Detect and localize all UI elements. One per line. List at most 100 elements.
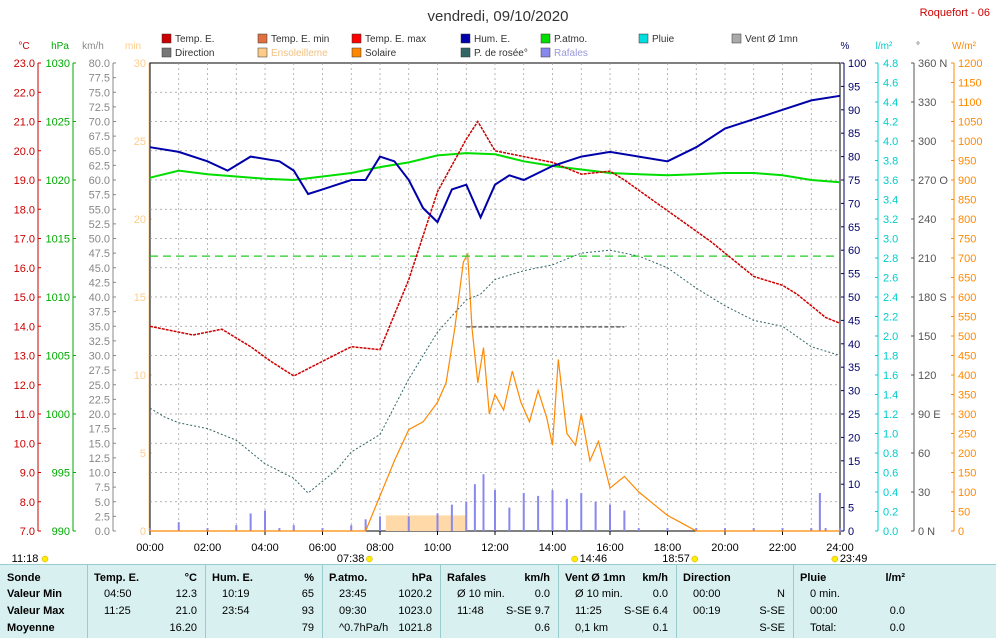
time-tick-label: 18:00: [654, 542, 682, 554]
temp-tick-label: 15.0: [14, 292, 35, 304]
hum-tick-label: 55: [848, 269, 860, 281]
series-rafales-bar: [235, 525, 238, 531]
summary-cell-sub: 11:25: [104, 605, 131, 617]
sun-tick-label: 25: [134, 136, 146, 148]
time-tick-label: 24:00: [826, 542, 854, 554]
press-tick-label: 1005: [46, 351, 70, 363]
summary-header-unit: %: [304, 572, 314, 584]
series-rafales-bar: [666, 528, 669, 531]
legend-label: Direction: [175, 48, 214, 59]
legend-label: Temp. E.: [175, 34, 214, 45]
solar-tick-label: 1200: [958, 58, 982, 70]
solar-tick-label: 350: [958, 390, 976, 402]
wind-tick-label: 72.5: [89, 102, 110, 114]
rain-tick-label: 0.2: [883, 507, 898, 519]
summary-column-divider: [205, 565, 206, 638]
hum-tick-label: 40: [848, 339, 860, 351]
series-rafales-bar: [724, 528, 726, 531]
hum-tick-label: 20: [848, 432, 860, 444]
wind-tick-label: 5.0: [95, 497, 110, 509]
time-tick-label: 10:00: [424, 542, 452, 554]
moonset-marker: [831, 555, 839, 563]
series-rafales-bar: [609, 504, 611, 531]
series-rafales-bar: [508, 507, 511, 531]
sun-tick-label: 20: [134, 214, 146, 226]
legend-label: Ensoleilleme: [271, 48, 328, 59]
rain-tick-label: 0.6: [883, 468, 898, 480]
wind-tick-label: 25.0: [89, 380, 110, 392]
legend-swatch: [460, 47, 471, 58]
wind-tick-label: 30.0: [89, 351, 110, 363]
temp-tick-label: 16.0: [14, 263, 35, 275]
wind-tick-label: 10.0: [89, 468, 110, 480]
sunrise-marker: [366, 555, 373, 563]
legend-swatch: [161, 33, 172, 44]
wind-tick-label: 52.5: [89, 219, 110, 231]
rain-tick-label: 1.2: [883, 409, 898, 421]
hum-tick-label: 60: [848, 245, 860, 257]
temp-tick-label: 11.0: [14, 409, 35, 421]
sun-tick-label: 5: [140, 448, 146, 460]
series-rafales-bar: [292, 525, 295, 531]
temp-tick-label: 9.0: [20, 468, 35, 480]
summary-cell-sub: 11:48: [457, 605, 484, 617]
dir-tick-label: 150: [918, 331, 936, 343]
hum-tick-label: 15: [848, 456, 860, 468]
hum-tick-label: 90: [848, 105, 860, 117]
dir-tick-label: 30: [918, 487, 930, 499]
solar-tick-label: 400: [958, 370, 976, 382]
series-temp-e-line: [149, 120, 841, 377]
chart-title: vendredi, 09/10/2020: [428, 8, 569, 25]
dir-tick-label: 180 S: [918, 292, 947, 304]
series-rafales-bar: [522, 492, 525, 531]
time-tick-label: 14:00: [539, 542, 567, 554]
summary-column-divider: [676, 565, 677, 638]
press-tick-label: 1015: [46, 234, 70, 246]
series-rafales-bar: [824, 528, 827, 531]
series-rafales-bar: [473, 484, 476, 531]
wind-tick-label: 77.5: [89, 73, 110, 85]
series-rafales-bar: [594, 501, 597, 531]
sun-tick-label: 30: [134, 58, 146, 70]
rain-tick-label: 2.0: [883, 331, 898, 343]
summary-cell-sub: 00:00: [810, 605, 838, 617]
time-tick-label: 00:00: [136, 542, 164, 554]
summary-cell-sub: 10:19: [222, 588, 250, 600]
wind-tick-label: 62.5: [89, 160, 110, 172]
summary-column-divider: [558, 565, 559, 638]
time-tick-label: 02:00: [194, 542, 222, 554]
dir-tick-label: 330: [918, 97, 936, 109]
solar-tick-label: 100: [958, 487, 976, 499]
legend-swatch: [540, 33, 551, 44]
summary-header: Vent Ø 1mn: [565, 572, 626, 584]
hum-tick-label: 10: [848, 479, 860, 491]
summary-cell-sub: 0 min.: [810, 588, 840, 600]
moonrise-label: 11:18: [12, 553, 39, 564]
series-p-atmo-line: [149, 152, 841, 184]
legend-swatch: [351, 33, 362, 44]
wind-tick-label: 57.5: [89, 190, 110, 202]
legend-swatch: [161, 47, 172, 58]
hum-tick-label: 65: [848, 222, 860, 234]
solar-tick-label: 650: [958, 273, 976, 285]
hum-axis-unit: %: [841, 41, 850, 52]
dir-tick-label: 300: [918, 136, 936, 148]
summary-cell-value: 1020.2: [398, 588, 432, 600]
press-tick-label: 990: [52, 526, 70, 538]
summary-cell-value: 1023.0: [398, 605, 432, 617]
series-layer: [149, 94, 841, 532]
solar-tick-label: 1000: [958, 136, 982, 148]
wind-tick-label: 2.5: [95, 511, 110, 523]
rain-tick-label: 3.0: [883, 234, 898, 246]
rain-tick-label: 2.4: [883, 292, 898, 304]
events-layer: 11:18 07:38 14:46 18:57 23:49: [12, 553, 868, 564]
rain-tick-label: 0.8: [883, 448, 898, 460]
solar-tick-label: 1150: [958, 78, 982, 90]
temp-tick-label: 12.0: [14, 380, 35, 392]
sun-tick-label: 0: [140, 526, 146, 538]
dir-tick-label: 90 E: [918, 409, 941, 421]
legend-swatch: [731, 33, 742, 44]
solar-tick-label: 50: [958, 507, 970, 519]
summary-header: Temp. E.: [94, 572, 140, 584]
series-rafales-bar: [264, 510, 266, 531]
